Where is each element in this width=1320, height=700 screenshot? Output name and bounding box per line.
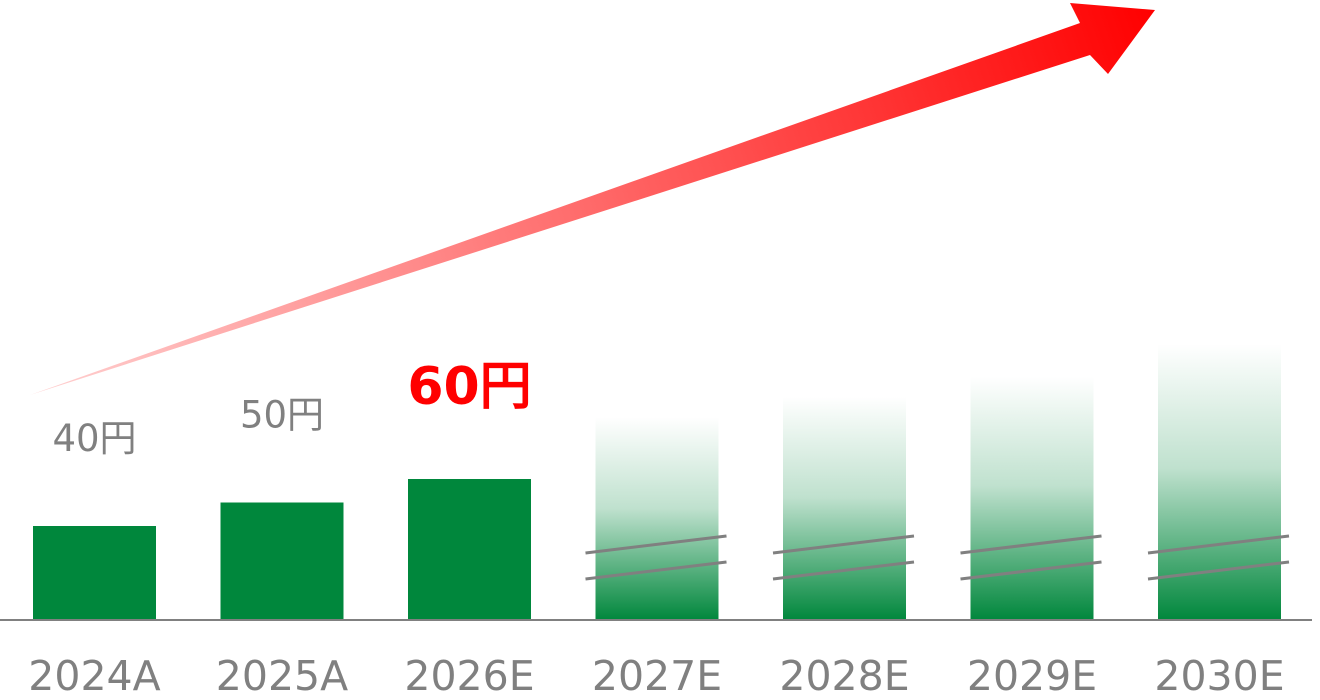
value-label-2024A: 40円 (52, 417, 136, 460)
bar-2028E-forecast (783, 396, 906, 620)
tick-label-2030E: 2030E (1154, 652, 1284, 700)
axis-break-mark (960, 560, 1102, 581)
bar-2030E-forecast (1158, 343, 1281, 620)
value-label-2026E: 60円 (407, 357, 531, 417)
tick-label-2025A: 2025A (216, 652, 348, 700)
value-label-2025A: 50円 (240, 394, 324, 437)
bar-2025A (220, 502, 344, 620)
axis-break-mark (1147, 534, 1290, 555)
bar-2027E-forecast (595, 417, 719, 620)
tick-label-2027E: 2027E (592, 652, 722, 700)
axis-break-mark (1147, 560, 1290, 581)
growth-arrow (30, 3, 1155, 395)
axis-break-mark (585, 560, 727, 581)
axis-break-mark (960, 534, 1102, 555)
bar-2024A (33, 526, 156, 620)
axis-break-mark (772, 534, 915, 555)
bar-2029E-forecast (970, 376, 1094, 620)
tick-label-2028E: 2028E (779, 652, 909, 700)
tick-label-2029E: 2029E (967, 652, 1097, 700)
axis-break-mark (772, 560, 915, 581)
tick-label-2026E: 2026E (404, 652, 534, 700)
bar-2026E (408, 479, 531, 620)
axis-break-mark (585, 534, 727, 555)
tick-label-2024A: 2024A (28, 652, 160, 700)
